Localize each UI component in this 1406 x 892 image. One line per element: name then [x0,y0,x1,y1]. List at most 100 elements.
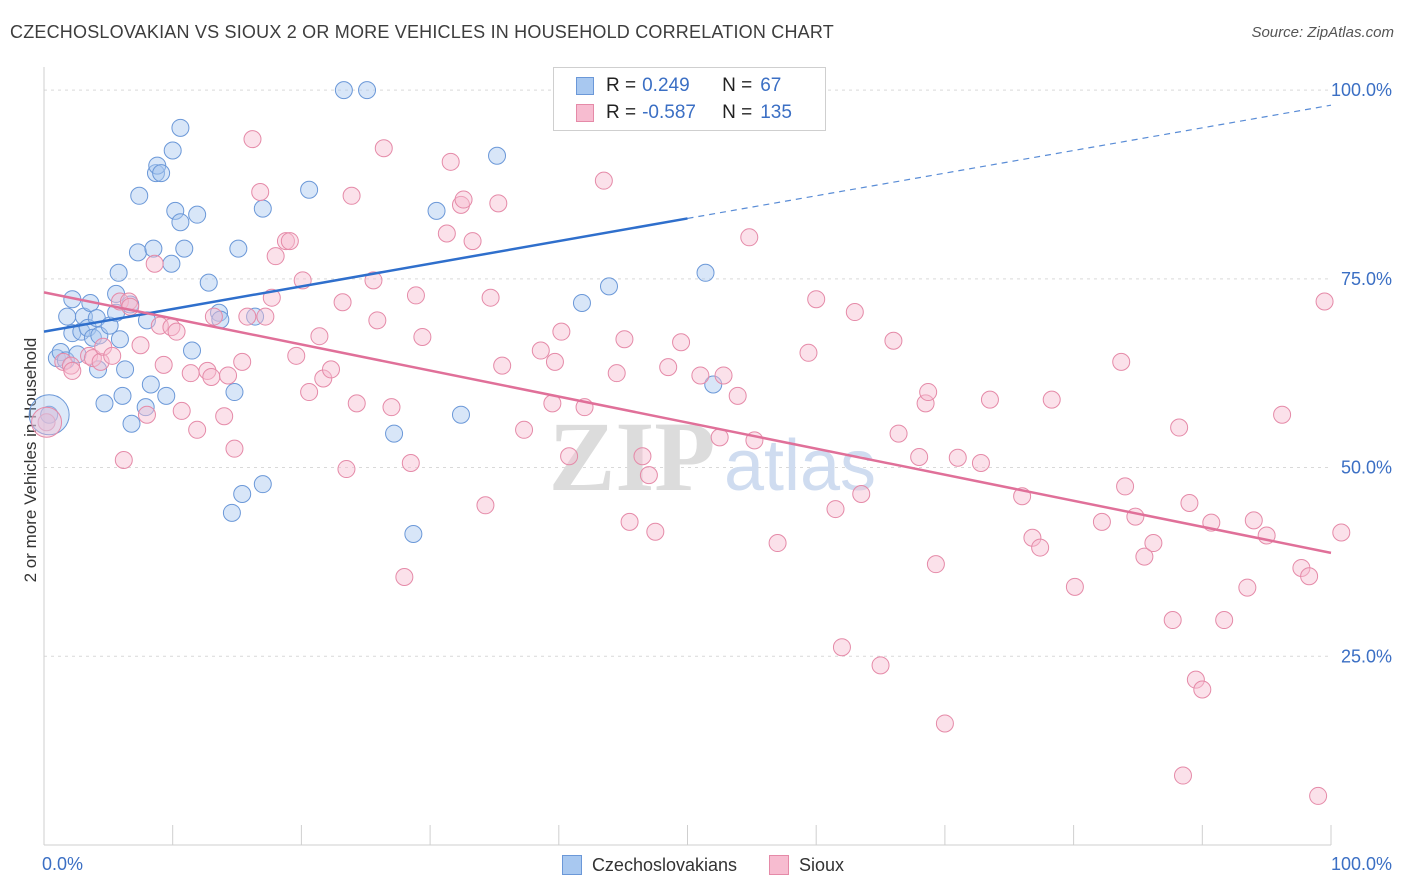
czechoslovakian-trend-extension [687,104,1332,220]
sioux-point [451,195,470,214]
sioux-point [481,288,500,307]
sioux-point [188,420,207,439]
czechoslovakian-point [89,360,108,379]
legend-row-sioux: R = -0.587 N = 135 [576,100,792,126]
czechoslovakian-point [175,239,194,258]
sioux-point [1332,523,1351,542]
x-tick-label: 0.0% [42,854,83,874]
czechoslovakian-point [222,503,241,522]
sioux-point [225,439,244,458]
sioux-point [1144,534,1163,553]
sioux-point [1112,352,1131,371]
czechoslovakian-point [572,293,591,312]
sioux-point [714,366,733,385]
sioux-point [552,322,571,341]
legend-item-czechoslovakians: Czechoslovakians [561,854,738,876]
sioux-point [620,512,639,531]
sioux-point [1315,292,1334,311]
legend-label-czechoslovakians: Czechoslovakians [591,854,738,875]
sioux-point [238,307,257,326]
sioux-point [256,307,275,326]
sioux-point [276,232,295,251]
sioux-point [437,224,456,243]
czechoslovakian-point [58,307,77,326]
czechoslovakian-point [488,146,507,165]
r-value-czechoslovakians: 0.249 [642,75,690,96]
sioux-point [545,352,564,371]
legend-swatch-sioux [769,855,790,875]
czechoslovakian-point [130,186,149,205]
n-label: N = [722,75,753,96]
czechoslovakian-point-large [28,394,70,436]
sioux-point [219,366,238,385]
sioux-point [1193,680,1212,699]
sioux-point [154,355,173,374]
czechoslovakian-point [68,345,87,364]
czechoslovakian-point [253,475,272,494]
legend-row-czechoslovakians: R = 0.249 N = 67 [576,73,781,99]
sioux-point [971,454,990,473]
sioux-point [1170,418,1189,437]
sioux-point [884,331,903,350]
r-label: R = [606,75,637,96]
czechoslovakian-point [146,164,165,183]
sioux-point [103,346,122,365]
czechoslovakian-point [152,164,171,183]
sioux-trend-line [43,291,1332,555]
sioux-point [382,398,401,417]
czechoslovakian-point [116,360,135,379]
sioux-point [1300,567,1319,586]
sioux-point [845,303,864,322]
sioux-point [131,336,150,355]
sioux-point [374,139,393,158]
legend-swatch-czechoslovakians [576,77,594,95]
y-tick-label: 50.0% [1341,458,1392,478]
legend-swatch-sioux [576,104,594,122]
sioux-point [181,364,200,383]
y-tick-label: 75.0% [1341,269,1392,289]
czechoslovakian-point [404,524,423,543]
czechoslovakian-point [451,405,470,424]
sioux-point [342,186,361,205]
sioux-point [1180,494,1199,513]
sioux-point [633,447,652,466]
sioux-point [728,386,747,405]
n-label: N = [722,102,753,123]
czechoslovakian-point [300,180,319,199]
r-value-sioux: -0.587 [642,102,696,123]
sioux-point [172,401,191,420]
sioux-point [926,555,945,574]
sioux-point [121,297,140,316]
sioux-point [233,352,252,371]
sioux-point [910,447,929,466]
czechoslovakian-point [128,243,147,262]
sioux-point [395,568,414,587]
sioux-point [337,460,356,479]
sioux-point [251,183,270,202]
sioux-point [314,369,333,388]
correlation-legend: R = 0.249 N = 67 R = -0.587 N = 135 [553,67,826,131]
sioux-point [243,130,262,149]
czechoslovakian-point [334,81,353,100]
czechoslovakian-point [136,398,155,417]
sioux-point [150,316,169,335]
sioux-point [300,383,319,402]
sioux-point [94,337,113,356]
sioux-point [1244,511,1263,530]
sioux-point [1116,477,1135,496]
sioux-point [691,366,710,385]
sioux-point [167,322,186,341]
sioux-point [441,152,460,171]
czechoslovakian-point [171,118,190,137]
sioux-point [807,290,826,309]
czechoslovakian-point [144,239,163,258]
n-value-sioux: 135 [760,102,792,123]
sioux-point [639,466,658,485]
sioux-point [347,394,366,413]
sioux-point [413,327,432,346]
sioux-point [1126,507,1145,526]
sioux-point [659,358,678,377]
legend-label-sioux: Sioux [799,854,845,875]
sioux-point [489,194,508,213]
czechoslovakian-point [385,424,404,443]
